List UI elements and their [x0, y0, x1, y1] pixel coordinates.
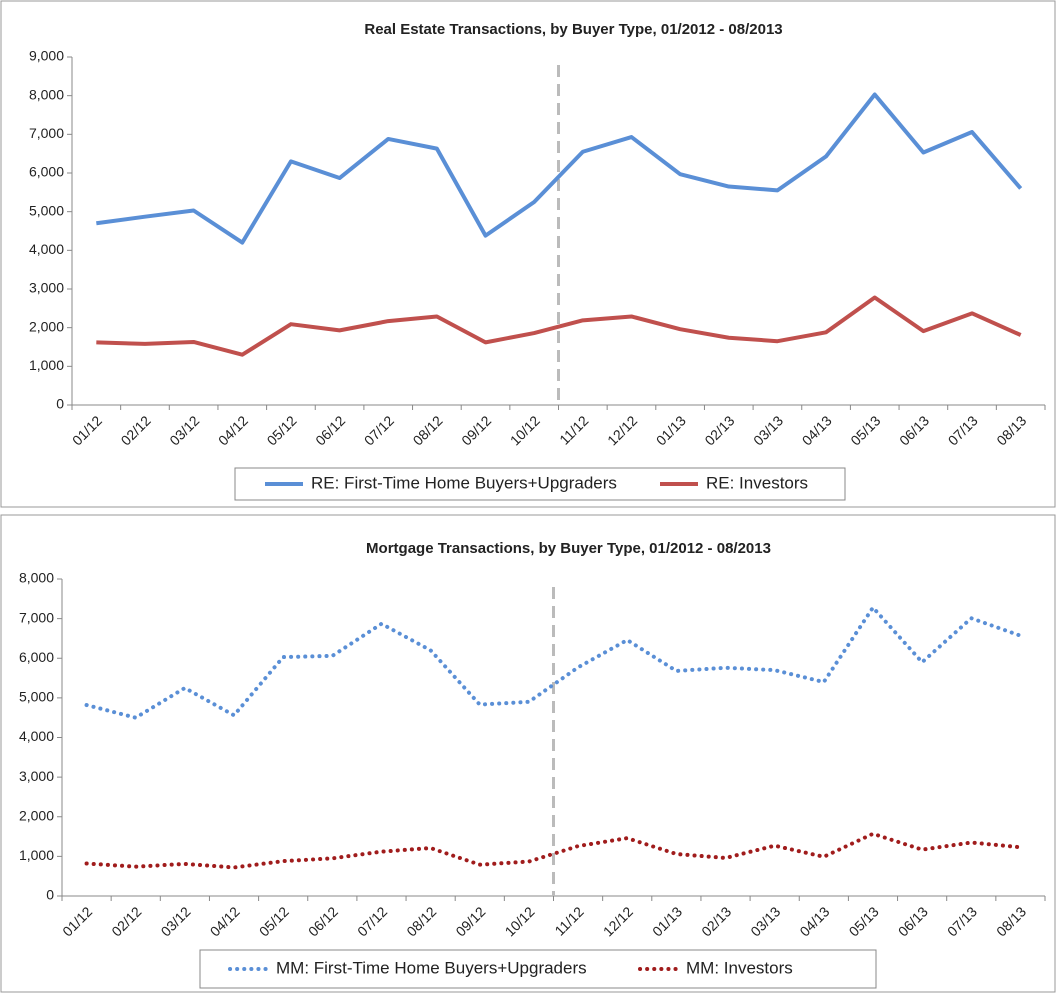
x-tick-label: 10/12: [507, 412, 543, 448]
legend-text: RE: First-Time Home Buyers+Upgraders: [311, 473, 617, 492]
y-tick-label: 1,000: [19, 847, 54, 863]
y-tick-label: 0: [46, 887, 54, 903]
x-tick-label: 03/12: [166, 412, 202, 448]
x-tick-label: 02/12: [118, 412, 154, 448]
y-tick-label: 4,000: [19, 728, 54, 744]
x-tick-label: 01/13: [653, 412, 689, 448]
x-tick-label: 08/13: [993, 903, 1029, 939]
x-tick-label: 11/12: [556, 412, 592, 448]
x-tick-label: 05/13: [847, 412, 883, 448]
x-tick-label: 01/12: [69, 412, 105, 448]
series-line: [96, 92, 1023, 245]
x-tick-label: 08/12: [410, 412, 446, 448]
y-tick-label: 8,000: [29, 86, 64, 102]
x-tick-label: 06/13: [895, 903, 931, 939]
x-tick-label: 10/12: [502, 903, 538, 939]
legend-text: MM: Investors: [686, 958, 793, 977]
y-tick-label: 2,000: [19, 807, 54, 823]
x-tick-label: 09/12: [452, 903, 488, 939]
x-tick-label: 01/13: [649, 903, 685, 939]
chart-title: Real Estate Transactions, by Buyer Type,…: [364, 21, 782, 38]
x-tick-label: 08/13: [993, 412, 1029, 448]
y-tick-label: 4,000: [29, 241, 64, 257]
x-tick-label: 03/12: [158, 903, 194, 939]
chart-title: Mortgage Transactions, by Buyer Type, 01…: [366, 540, 771, 557]
legend-box: [234, 467, 846, 501]
series-line: [84, 831, 1023, 870]
x-tick-label: 03/13: [750, 412, 786, 448]
y-tick-label: 7,000: [29, 125, 64, 141]
y-tick-label: 2,000: [29, 318, 64, 334]
y-tick-label: 6,000: [29, 164, 64, 180]
x-tick-label: 08/12: [403, 903, 439, 939]
x-tick-label: 11/12: [551, 903, 587, 939]
legend-box: [199, 949, 877, 989]
y-tick-label: 3,000: [19, 768, 54, 784]
x-tick-label: 06/12: [305, 903, 341, 939]
y-tick-label: 9,000: [29, 48, 64, 64]
x-tick-label: 07/12: [354, 903, 390, 939]
x-tick-label: 04/13: [799, 412, 835, 448]
x-tick-label: 05/12: [256, 903, 292, 939]
x-tick-label: 12/12: [604, 412, 640, 448]
series-line: [96, 295, 1022, 357]
x-tick-label: 05/13: [846, 903, 882, 939]
panel-frame: [0, 0, 1056, 508]
x-tick-label: 07/12: [361, 412, 397, 448]
x-tick-label: 02/13: [701, 412, 737, 448]
x-tick-label: 07/13: [944, 903, 980, 939]
x-tick-label: 07/13: [945, 412, 981, 448]
x-tick-label: 05/12: [264, 412, 300, 448]
x-tick-label: 02/12: [108, 903, 144, 939]
x-tick-label: 03/13: [747, 903, 783, 939]
x-tick-label: 01/12: [59, 903, 95, 939]
x-tick-label: 09/12: [458, 412, 494, 448]
panel-frame: [0, 514, 1056, 993]
legend-text: RE: Investors: [706, 473, 808, 492]
series-line: [84, 604, 1023, 720]
x-tick-label: 12/12: [600, 903, 636, 939]
y-tick-label: 5,000: [19, 689, 54, 705]
x-tick-label: 04/12: [215, 412, 251, 448]
x-tick-label: 04/12: [207, 903, 243, 939]
y-tick-label: 3,000: [29, 280, 64, 296]
x-tick-label: 02/13: [698, 903, 734, 939]
y-tick-label: 7,000: [19, 609, 54, 625]
x-tick-label: 06/13: [896, 412, 932, 448]
x-tick-label: 06/12: [312, 412, 348, 448]
legend-text: MM: First-Time Home Buyers+Upgraders: [276, 958, 587, 977]
y-tick-label: 6,000: [19, 649, 54, 665]
y-tick-label: 5,000: [29, 202, 64, 218]
y-tick-label: 8,000: [19, 570, 54, 586]
y-tick-label: 1,000: [29, 357, 64, 373]
x-tick-label: 04/13: [796, 903, 832, 939]
y-tick-label: 0: [56, 396, 64, 412]
